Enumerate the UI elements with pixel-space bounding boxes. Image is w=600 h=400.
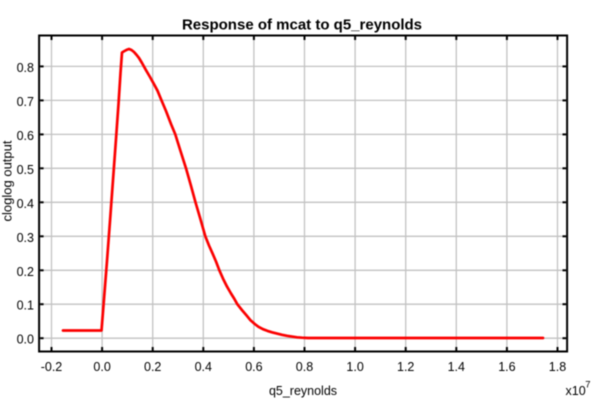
svg-text:0.3: 0.3 <box>17 231 34 245</box>
svg-text:q5_reynolds: q5_reynolds <box>269 384 337 398</box>
svg-text:0.1: 0.1 <box>17 299 34 313</box>
svg-text:0.5: 0.5 <box>17 163 34 177</box>
svg-text:0.7: 0.7 <box>17 95 34 109</box>
svg-text:0.4: 0.4 <box>17 197 34 211</box>
svg-text:cloglog output: cloglog output <box>0 140 15 221</box>
svg-text:1.8: 1.8 <box>549 360 566 374</box>
svg-text:0.2: 0.2 <box>144 360 161 374</box>
svg-text:1.6: 1.6 <box>498 360 515 374</box>
svg-text:Response of mcat to q5_reynold: Response of mcat to q5_reynolds <box>182 17 422 34</box>
svg-text:0.6: 0.6 <box>17 129 34 143</box>
svg-text:0.0: 0.0 <box>17 333 34 347</box>
svg-text:0.8: 0.8 <box>296 360 313 374</box>
svg-text:1.2: 1.2 <box>397 360 414 374</box>
svg-text:0.0: 0.0 <box>93 360 110 374</box>
svg-text:0.4: 0.4 <box>195 360 212 374</box>
svg-text:x10: x10 <box>566 384 586 398</box>
svg-text:-0.2: -0.2 <box>41 360 63 374</box>
svg-text:0.2: 0.2 <box>17 265 34 279</box>
svg-text:1.0: 1.0 <box>346 360 363 374</box>
svg-text:1.4: 1.4 <box>448 360 465 374</box>
svg-text:0.8: 0.8 <box>17 61 34 75</box>
svg-text:0.6: 0.6 <box>245 360 262 374</box>
svg-text:7: 7 <box>585 380 590 391</box>
